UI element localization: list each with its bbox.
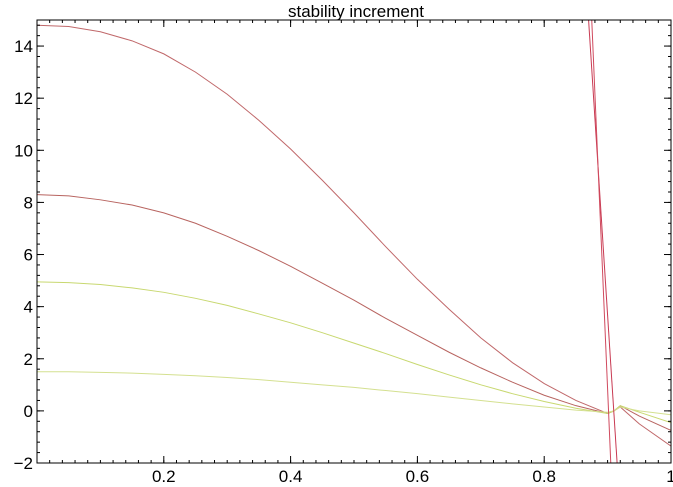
x-tick-label: 1	[666, 467, 673, 486]
x-tick-label: 0.4	[279, 467, 303, 486]
x-tick-label: 0.2	[152, 467, 176, 486]
y-tick-label: 12	[14, 89, 33, 108]
y-tick-label: 8	[24, 193, 33, 212]
y-tick-label: 4	[24, 298, 33, 317]
y-tick-label: −2	[14, 454, 33, 473]
x-tick-label: 0.8	[532, 467, 556, 486]
axes: −2 0 2 4 6 8 10 12 14 0.2 0.4 0.6 0.8 1	[14, 19, 673, 486]
plot-area	[37, 20, 671, 463]
y-tick-label: 10	[14, 141, 33, 160]
series-line-5	[588, 20, 618, 463]
series-line-4	[37, 371, 671, 416]
chart-title: stability increment	[288, 2, 424, 21]
series-line-3	[37, 281, 671, 424]
y-tick-label: 14	[14, 37, 33, 56]
y-tick-label: 6	[24, 246, 33, 265]
x-tick-label: 0.6	[406, 467, 430, 486]
y-tick-label: 0	[24, 402, 33, 421]
series-line-6	[591, 20, 612, 463]
y-tick-label: 2	[24, 350, 33, 369]
